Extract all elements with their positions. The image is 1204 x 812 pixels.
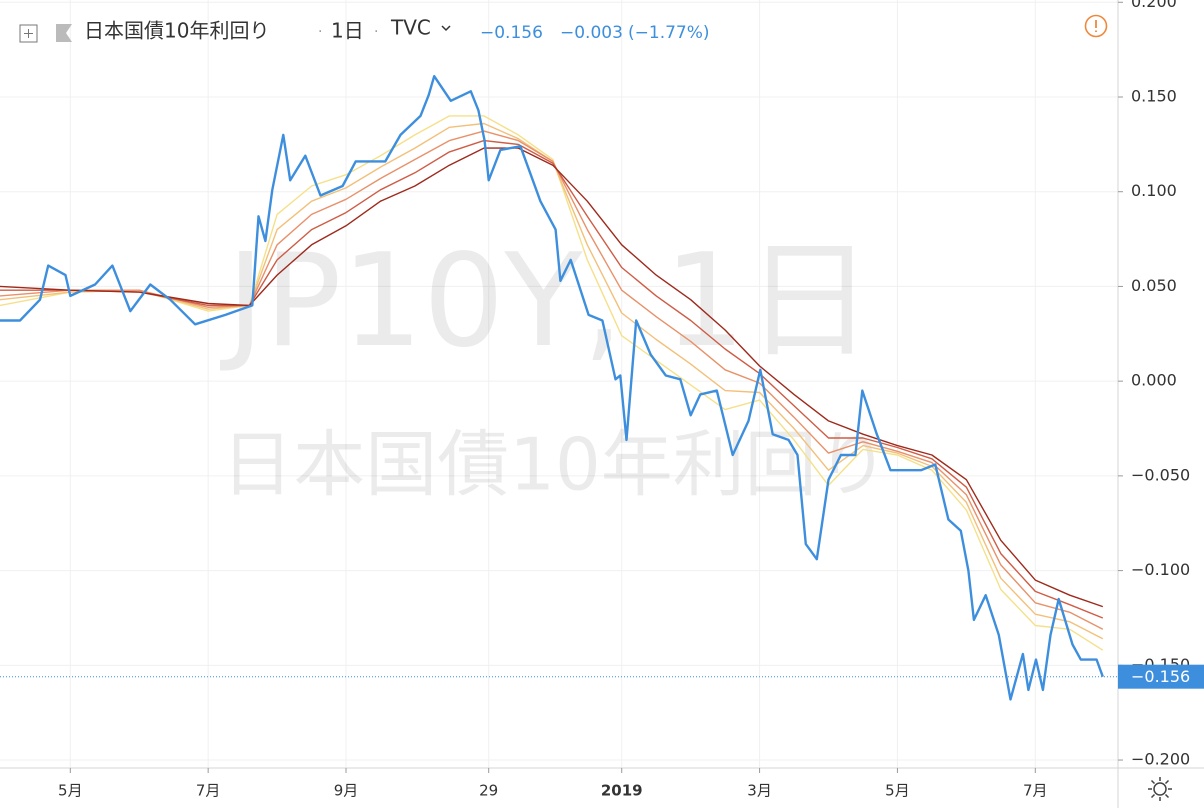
- header: 日本国債10年利回り · 1日 · TVC −0.156 −0.003 (−1.…: [19, 14, 1108, 43]
- y-tick-label: 0.000: [1131, 371, 1177, 390]
- x-tick-label: 5月: [58, 782, 83, 800]
- y-tick-label: 0.150: [1131, 86, 1177, 105]
- axes: 0.200 0.150 0.100 0.050 0.000 −0.050 −0.100 −0.…: [58, 0, 1204, 800]
- last-value: −0.156: [480, 23, 543, 43]
- settings-icon[interactable]: [1148, 777, 1172, 801]
- current-price-label: −0.156: [1131, 667, 1190, 686]
- change-percent: (−1.77%): [628, 23, 710, 43]
- settings-rays: [1148, 777, 1172, 801]
- x-tick-label: 7月: [196, 782, 221, 800]
- watermark-name: 日本国債10年利回り: [221, 423, 889, 507]
- ma-line: [0, 130, 1104, 630]
- x-tick-label: 5月: [885, 782, 910, 800]
- watermark-symbol: JP10Y, 1日: [220, 227, 874, 376]
- y-tick-label: 0.050: [1131, 276, 1177, 295]
- x-tick-label: 29: [479, 782, 498, 800]
- separator: ·: [318, 24, 322, 40]
- exchange[interactable]: TVC: [390, 16, 431, 40]
- add-icon[interactable]: [19, 24, 38, 43]
- plot: [0, 75, 1118, 701]
- add-icon-plus: [24, 29, 33, 38]
- x-tick-label: 3月: [747, 782, 772, 800]
- ma-line: [0, 147, 1104, 608]
- y-tick-label: −0.200: [1131, 750, 1190, 769]
- flag-icon[interactable]: [56, 24, 72, 42]
- dropdown-caret[interactable]: [441, 25, 451, 32]
- y-tick-label: 0.100: [1131, 181, 1177, 200]
- current-price-tag: [1118, 664, 1204, 689]
- ma-line: [0, 139, 1104, 619]
- x-tick-label: 2019: [601, 782, 643, 800]
- x-tick-label: 9月: [334, 782, 359, 800]
- y-tick-label: −0.050: [1131, 465, 1190, 484]
- price-line: [0, 75, 1104, 701]
- symbol-name[interactable]: 日本国債10年利回り: [84, 19, 269, 43]
- alert-icon[interactable]: [1084, 14, 1108, 38]
- x-tick-label: 7月: [1023, 782, 1048, 800]
- y-tick-label: −0.100: [1131, 560, 1190, 579]
- y-tick-label: 0.200: [1131, 0, 1177, 11]
- interval[interactable]: 1日: [331, 19, 364, 43]
- settings-circle: [1153, 782, 1167, 796]
- separator: ·: [374, 24, 378, 40]
- change: −0.003: [560, 23, 623, 43]
